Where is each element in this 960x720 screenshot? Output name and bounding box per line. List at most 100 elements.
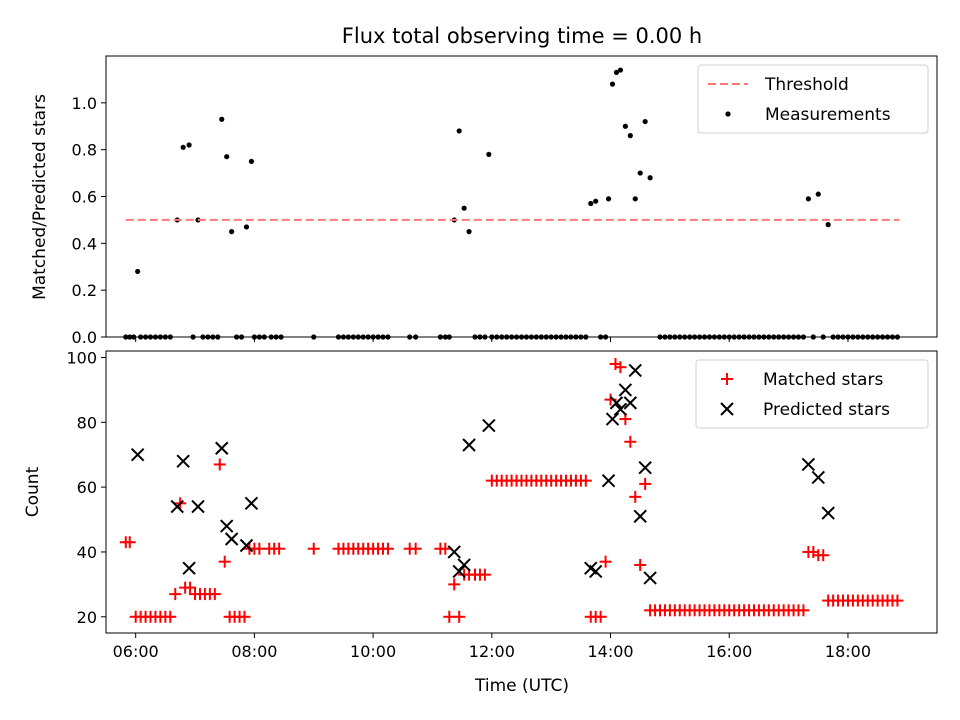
bottom-x-tick-label: 08:00 [231, 642, 277, 661]
predicted-star-point [170, 499, 184, 514]
predicted-star-point [239, 538, 254, 553]
bottom-y-axis-label: Count [23, 466, 43, 517]
measurement-point [632, 196, 638, 202]
predicted-star-point [643, 571, 657, 585]
measurement-point [229, 229, 235, 235]
predicted-star-point [244, 496, 259, 511]
measurement-point [637, 170, 643, 176]
matched-star-point [273, 542, 286, 555]
measurement-point [186, 142, 192, 148]
bottom-panel: 20 40 60 80 100 06:00 08:00 10:00 12:00 14:00 16:… [23, 348, 938, 696]
measurement-point [815, 191, 821, 197]
bottom-legend-box [695, 359, 929, 429]
top-y-ticks: 0.0 0.2 0.4 0.6 0.8 1.0 [72, 94, 106, 347]
predicted-star-point [457, 558, 471, 572]
top-legend-box [697, 64, 929, 134]
measurement-point [243, 224, 250, 230]
bottom-y-tick-label: 40 [77, 543, 97, 562]
matched-star-point [218, 555, 231, 568]
matched-legend-swatch [721, 373, 733, 385]
legend-matched-label: Matched stars [763, 370, 883, 390]
matched-star-point [579, 474, 592, 487]
bottom-x-tick-label: 18:00 [825, 642, 871, 661]
bottom-axes-frame [105, 350, 938, 634]
measurement-point [219, 116, 225, 122]
top-y-tick-label: 0.4 [72, 234, 97, 253]
matched-star-point [123, 536, 136, 549]
top-y-axis-label: Matched/Predicted stars [30, 94, 50, 300]
measurement-point [466, 229, 472, 235]
measurement-point [642, 118, 648, 125]
measurement-point [805, 196, 811, 202]
measurement-point [486, 151, 492, 157]
predicted-star-point [447, 545, 461, 559]
measurement-point [461, 205, 467, 211]
predicted-star-point [821, 506, 835, 520]
bottom-x-tick-label: 10:00 [350, 642, 396, 661]
predicted-star-point [811, 470, 825, 485]
matched-star-point [409, 542, 422, 555]
measurement-point [609, 81, 616, 87]
predicted-star-point [638, 460, 652, 475]
predicted-star-point [588, 564, 603, 579]
matched-star-point [624, 435, 637, 448]
bottom-y-ticks: 20 40 60 80 100 [66, 348, 106, 627]
bottom-x-tick-label: 16:00 [706, 642, 752, 661]
bottom-y-tick-label: 100 [66, 348, 97, 367]
bottom-x-tick-label: 14:00 [587, 642, 633, 661]
matched-star-point [448, 578, 461, 591]
predicted-star-point [801, 457, 816, 472]
matched-star-point [594, 610, 607, 623]
matched-star-point [184, 581, 197, 594]
matched-star-point [453, 610, 466, 623]
measurement-point [617, 67, 624, 73]
matched-star-point [478, 568, 491, 581]
predicted-star-point [452, 564, 466, 579]
predicted-star-point [613, 402, 628, 417]
matched-star-point [629, 490, 642, 503]
matched-star-point [639, 477, 652, 490]
measurement-point [622, 123, 628, 129]
measurement-point [135, 268, 141, 275]
bottom-y-tick-label: 60 [77, 478, 97, 497]
measurement-point [180, 144, 186, 150]
matched-star-point [208, 588, 221, 601]
chart-title: Flux total observing time = 0.00 h [342, 24, 702, 48]
predicted-star-point [191, 499, 205, 514]
measurement-point [613, 69, 620, 75]
predicted-star-point [605, 412, 620, 426]
bottom-y-tick-label: 20 [77, 608, 97, 627]
measurement-point [588, 200, 594, 207]
predicted-star-point [219, 519, 234, 533]
predicted-legend-swatch [720, 402, 734, 416]
matched-star-point [307, 542, 320, 555]
predicted-star-point [633, 509, 647, 524]
matched-star-point [797, 604, 810, 617]
matched-star-point [169, 588, 182, 601]
matched-star-point [614, 361, 627, 374]
legend-threshold-label: Threshold [764, 75, 849, 95]
top-legend: Threshold Measurements [697, 64, 929, 134]
predicted-star-point [182, 561, 196, 575]
measurement-point [627, 133, 633, 139]
matched-star-point [439, 542, 452, 555]
measurements-legend-swatch [725, 111, 731, 117]
predicted-star-point [482, 418, 496, 433]
bottom-x-ticks: 06:00 08:00 10:00 12:00 14:00 16:00 18:00 [113, 633, 871, 661]
top-panel: 0.0 0.2 0.4 0.6 0.8 1.0 Matched/Predicted sta… [30, 55, 938, 347]
matched-star-point [164, 610, 177, 623]
bottom-x-tick-label: 12:00 [469, 642, 515, 661]
measurement-point [605, 196, 612, 202]
top-y-tick-label: 0.8 [72, 141, 97, 160]
predicted-star-point [224, 532, 239, 546]
legend-predicted-label: Predicted stars [763, 400, 890, 420]
predicted-star-point [623, 396, 638, 410]
matched-star-point [634, 558, 647, 571]
predicted-stars-points [130, 363, 835, 585]
measurement-point [647, 175, 653, 181]
x-axis-label: Time (UTC) [474, 676, 569, 696]
top-y-tick-label: 0.6 [72, 188, 97, 207]
predicted-star-point [628, 363, 642, 378]
legend-measurements-label: Measurements [765, 105, 891, 125]
